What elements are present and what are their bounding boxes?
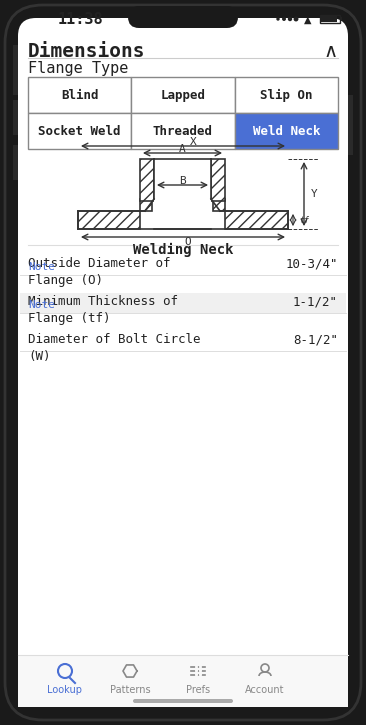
Bar — [348, 95, 353, 155]
Text: Blind: Blind — [61, 88, 98, 102]
Bar — [340, 17, 342, 20]
FancyBboxPatch shape — [128, 6, 238, 28]
FancyBboxPatch shape — [5, 5, 361, 720]
Text: Dimensions: Dimensions — [28, 42, 146, 61]
Bar — [13, 45, 18, 95]
Circle shape — [283, 17, 285, 20]
Bar — [78, 211, 140, 229]
Bar — [213, 199, 225, 211]
Circle shape — [288, 17, 291, 20]
Text: 10-3/4": 10-3/4" — [285, 257, 338, 270]
Text: Welding Neck: Welding Neck — [133, 243, 233, 257]
Text: Diameter of Bolt Circle
(W): Diameter of Bolt Circle (W) — [28, 333, 201, 363]
Text: Weld Neck: Weld Neck — [253, 125, 320, 138]
Text: O: O — [184, 237, 191, 247]
Text: Y: Y — [311, 189, 318, 199]
Bar — [154, 159, 211, 229]
Bar — [20, 331, 346, 351]
Bar — [28, 113, 131, 149]
Bar — [18, 655, 348, 707]
FancyBboxPatch shape — [133, 699, 233, 703]
Text: Threaded: Threaded — [153, 125, 213, 138]
Text: Account: Account — [245, 685, 285, 695]
Text: Minimum Thickness of
Flange (tf): Minimum Thickness of Flange (tf) — [28, 295, 178, 325]
Bar — [225, 211, 288, 229]
Text: 8-1/2": 8-1/2" — [293, 333, 338, 346]
Bar — [321, 15, 336, 22]
Text: 1-1/2": 1-1/2" — [293, 295, 338, 308]
Bar — [235, 113, 338, 149]
Text: Note: Note — [28, 300, 55, 310]
Bar — [20, 293, 346, 313]
Bar — [13, 145, 18, 180]
Text: Prefs: Prefs — [186, 685, 210, 695]
Text: Patterns: Patterns — [110, 685, 150, 695]
Circle shape — [294, 17, 298, 21]
Bar — [235, 77, 338, 113]
Text: A: A — [179, 144, 186, 154]
Bar — [320, 14, 340, 22]
Text: ∧: ∧ — [324, 42, 338, 61]
Text: tf: tf — [299, 215, 309, 225]
Text: Outside Diameter of
Flange (O): Outside Diameter of Flange (O) — [28, 257, 171, 287]
Text: Flange Type: Flange Type — [28, 61, 128, 76]
Bar — [140, 199, 152, 211]
Bar — [131, 113, 235, 149]
Text: Note: Note — [28, 262, 55, 272]
Text: 11:38: 11:38 — [57, 12, 103, 27]
Bar — [28, 77, 131, 113]
Text: ▲: ▲ — [304, 15, 312, 25]
FancyBboxPatch shape — [18, 18, 348, 707]
Text: Lookup: Lookup — [48, 685, 82, 695]
Bar — [13, 100, 18, 135]
Bar — [140, 159, 154, 201]
Text: B: B — [179, 176, 186, 186]
Bar — [20, 255, 346, 275]
Text: X: X — [190, 137, 197, 147]
Text: Slip On: Slip On — [260, 88, 313, 102]
Bar — [131, 77, 235, 113]
Text: Socket Weld: Socket Weld — [38, 125, 121, 138]
Circle shape — [277, 18, 279, 20]
Bar — [211, 159, 225, 201]
Text: Lapped: Lapped — [161, 88, 205, 102]
